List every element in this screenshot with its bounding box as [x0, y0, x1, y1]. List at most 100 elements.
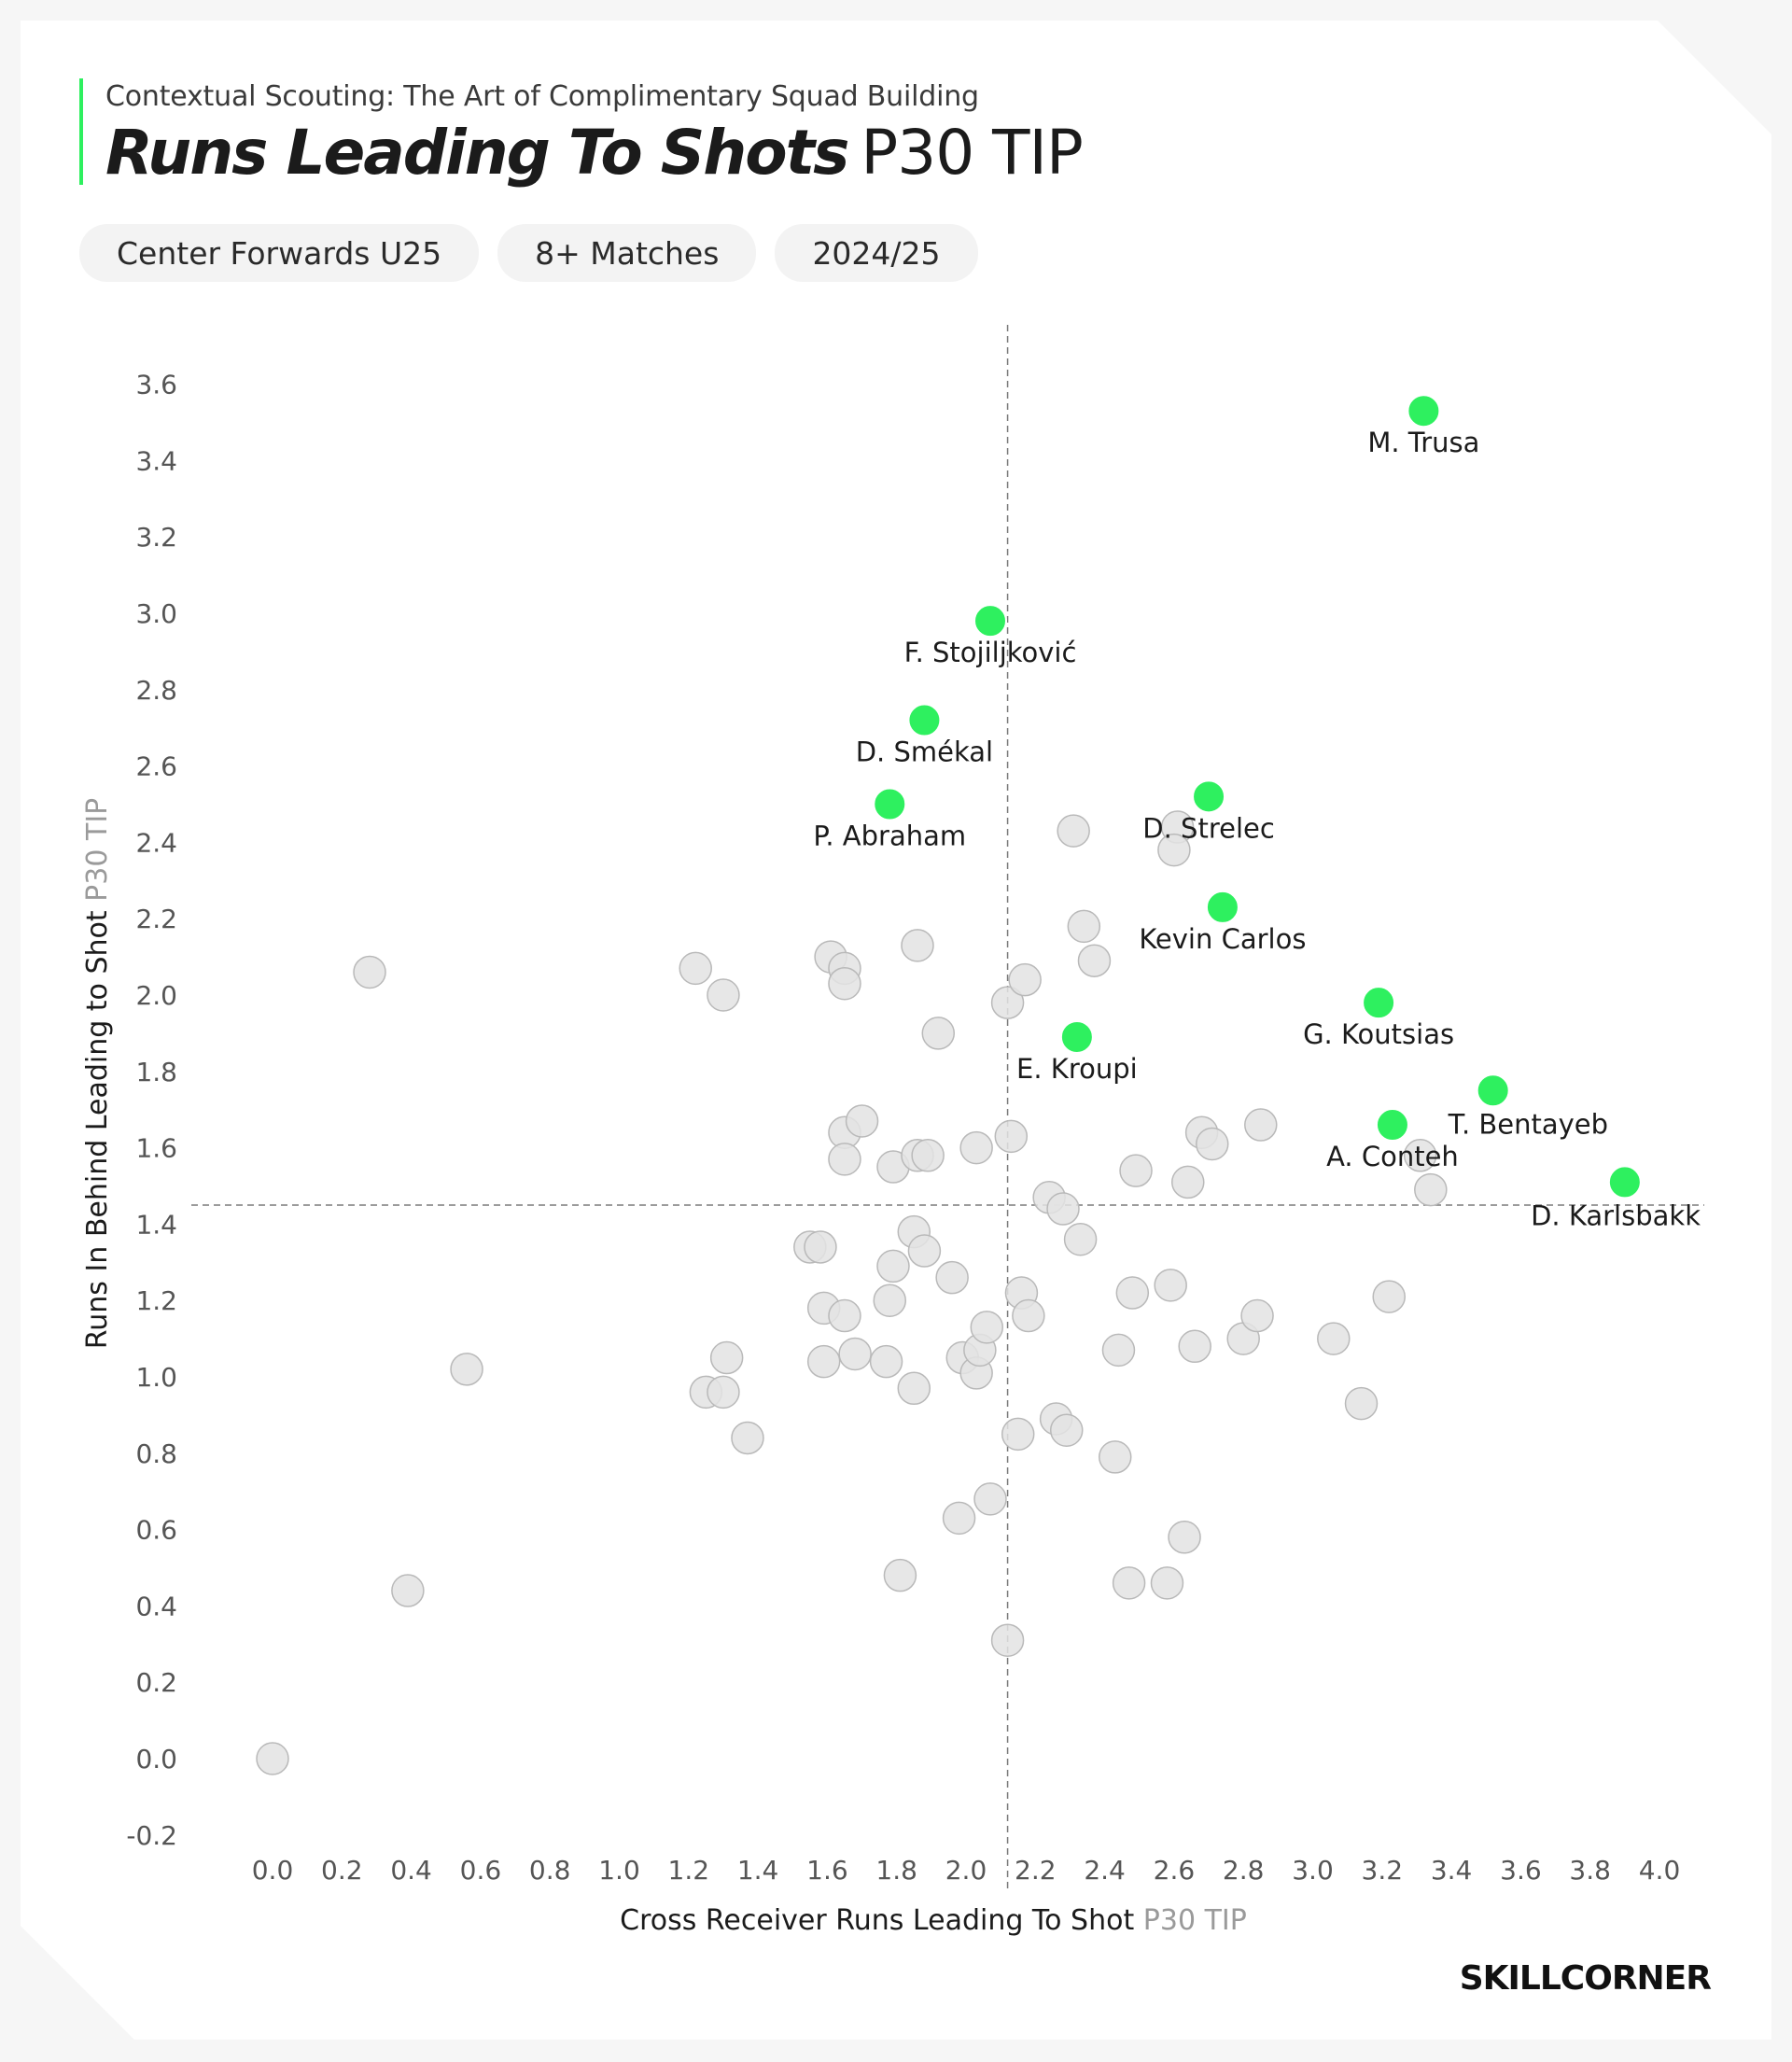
y-tick-label: 1.2	[135, 1285, 177, 1316]
player-point	[1119, 1154, 1153, 1187]
y-tick-label: 1.8	[135, 1057, 177, 1087]
player-point	[731, 1421, 764, 1455]
x-axis-unit: P30 TIP	[1143, 1904, 1247, 1937]
player-point	[1344, 1386, 1379, 1421]
x-tick-label: 3.6	[1500, 1855, 1542, 1886]
highlighted-player-point	[973, 604, 1008, 638]
player-point	[828, 1298, 861, 1333]
page-subtitle: Contextual Scouting: The Art of Complime…	[105, 80, 979, 113]
player-point	[806, 1344, 841, 1379]
x-tick-label: 3.2	[1362, 1855, 1404, 1886]
x-tick-label: 0.0	[252, 1855, 294, 1886]
player-point	[1008, 962, 1042, 997]
y-tick-label: 0.8	[135, 1438, 177, 1469]
other-players-points	[256, 810, 1448, 1775]
player-label: A. Conteh	[1326, 1141, 1459, 1172]
y-tick-label: -0.2	[126, 1820, 177, 1851]
player-label: G. Koutsias	[1303, 1018, 1454, 1050]
highlighted-player-point	[1375, 1108, 1409, 1143]
x-tick-label: 3.8	[1569, 1855, 1611, 1886]
x-tick-label: 3.0	[1292, 1855, 1334, 1886]
player-label: M. Trusa	[1367, 427, 1479, 458]
player-point	[970, 1311, 1004, 1344]
player-label: Kevin Carlos	[1139, 923, 1306, 955]
player-point	[1372, 1280, 1406, 1313]
player-point	[1115, 1276, 1150, 1310]
player-point	[1244, 1108, 1278, 1142]
title-unit: P30 TIP	[861, 117, 1083, 189]
player-point	[911, 1139, 945, 1172]
x-tick-label: 1.2	[668, 1855, 710, 1886]
player-point	[1150, 1566, 1184, 1600]
player-point	[1317, 1322, 1351, 1355]
player-point	[1063, 1223, 1098, 1256]
player-point	[907, 1234, 942, 1268]
player-label: D. Strelec	[1142, 812, 1275, 844]
x-tick-label: 1.6	[806, 1855, 848, 1886]
y-axis-unit: P30 TIP	[81, 798, 114, 902]
x-tick-label: 0.6	[460, 1855, 502, 1886]
x-tick-label: 0.4	[390, 1855, 432, 1886]
y-tick-label: 2.2	[135, 904, 177, 934]
y-tick-label: 3.0	[135, 598, 177, 629]
player-point	[1101, 1333, 1136, 1368]
chart-card	[21, 21, 1771, 2040]
highlighted-player-point	[1192, 779, 1226, 814]
player-point	[1049, 1413, 1084, 1448]
y-axis-ticks: 3.6 3.4 3.2 3.0 2.8 2.6 2.4 2.2 2.0 1.8 1.6 1.4 1.2 1…	[126, 370, 177, 1851]
player-point	[1157, 833, 1191, 867]
player-point	[828, 1143, 861, 1176]
player-point	[1046, 1192, 1080, 1226]
x-tick-label: 1.0	[598, 1855, 640, 1886]
player-point	[709, 1340, 744, 1375]
player-point	[828, 966, 861, 1001]
player-label: D. Karlsbakk	[1531, 1199, 1701, 1231]
player-point	[450, 1353, 483, 1386]
highlighted-player-point	[1607, 1165, 1642, 1199]
x-tick-label: 1.8	[875, 1855, 917, 1886]
player-point	[804, 1230, 837, 1264]
player-point	[845, 1104, 879, 1138]
player-point	[679, 951, 712, 986]
player-point	[1168, 1521, 1201, 1554]
player-label: D. Smékal	[856, 736, 993, 768]
highlighted-player-point	[1407, 394, 1441, 428]
y-tick-label: 3.2	[135, 522, 177, 553]
player-point	[838, 1337, 872, 1371]
x-tick-label: 2.2	[1015, 1855, 1057, 1886]
highlighted-player-point	[907, 703, 942, 737]
highlighted-players-points	[873, 394, 1642, 1199]
player-point	[1240, 1298, 1274, 1333]
player-point	[1098, 1440, 1132, 1474]
player-point	[1112, 1566, 1146, 1600]
title-accent-bar	[79, 78, 83, 185]
title-main: Runs Leading To Shots	[105, 117, 849, 189]
x-tick-label: 0.2	[321, 1855, 363, 1886]
x-tick-label: 0.8	[529, 1855, 571, 1886]
y-tick-label: 2.8	[135, 675, 177, 706]
player-point	[869, 1344, 903, 1379]
highlighted-player-point	[873, 787, 907, 821]
x-axis-ticks: 0.0 0.2 0.4 0.6 0.8 1.0 1.2 1.4 1.6 1.8 2.0 2.2 2.4 2…	[252, 1855, 1681, 1886]
player-point	[973, 1482, 1007, 1516]
player-point	[707, 1375, 740, 1410]
player-point	[897, 1371, 931, 1406]
x-axis-label: Cross Receiver Runs Leading To Shot P30 …	[620, 1904, 1247, 1937]
y-tick-label: 3.6	[135, 370, 177, 400]
player-point	[876, 1249, 910, 1283]
y-axis-title: Runs In Behind Leading to Shot	[81, 910, 114, 1349]
player-point	[921, 1017, 956, 1050]
y-tick-label: 2.0	[135, 980, 177, 1011]
player-point	[873, 1283, 907, 1317]
x-tick-label: 1.4	[737, 1855, 779, 1886]
player-point	[1057, 814, 1090, 848]
chip-matches: 8+ Matches	[497, 224, 757, 282]
y-tick-label: 2.4	[135, 827, 177, 858]
x-tick-label: 4.0	[1639, 1855, 1681, 1886]
y-tick-label: 0.6	[135, 1515, 177, 1546]
player-point	[1414, 1172, 1448, 1207]
y-tick-label: 2.6	[135, 751, 177, 782]
y-tick-label: 0.4	[135, 1591, 177, 1621]
x-axis-title: Cross Receiver Runs Leading To Shot	[620, 1904, 1134, 1937]
x-tick-label: 3.4	[1431, 1855, 1473, 1886]
